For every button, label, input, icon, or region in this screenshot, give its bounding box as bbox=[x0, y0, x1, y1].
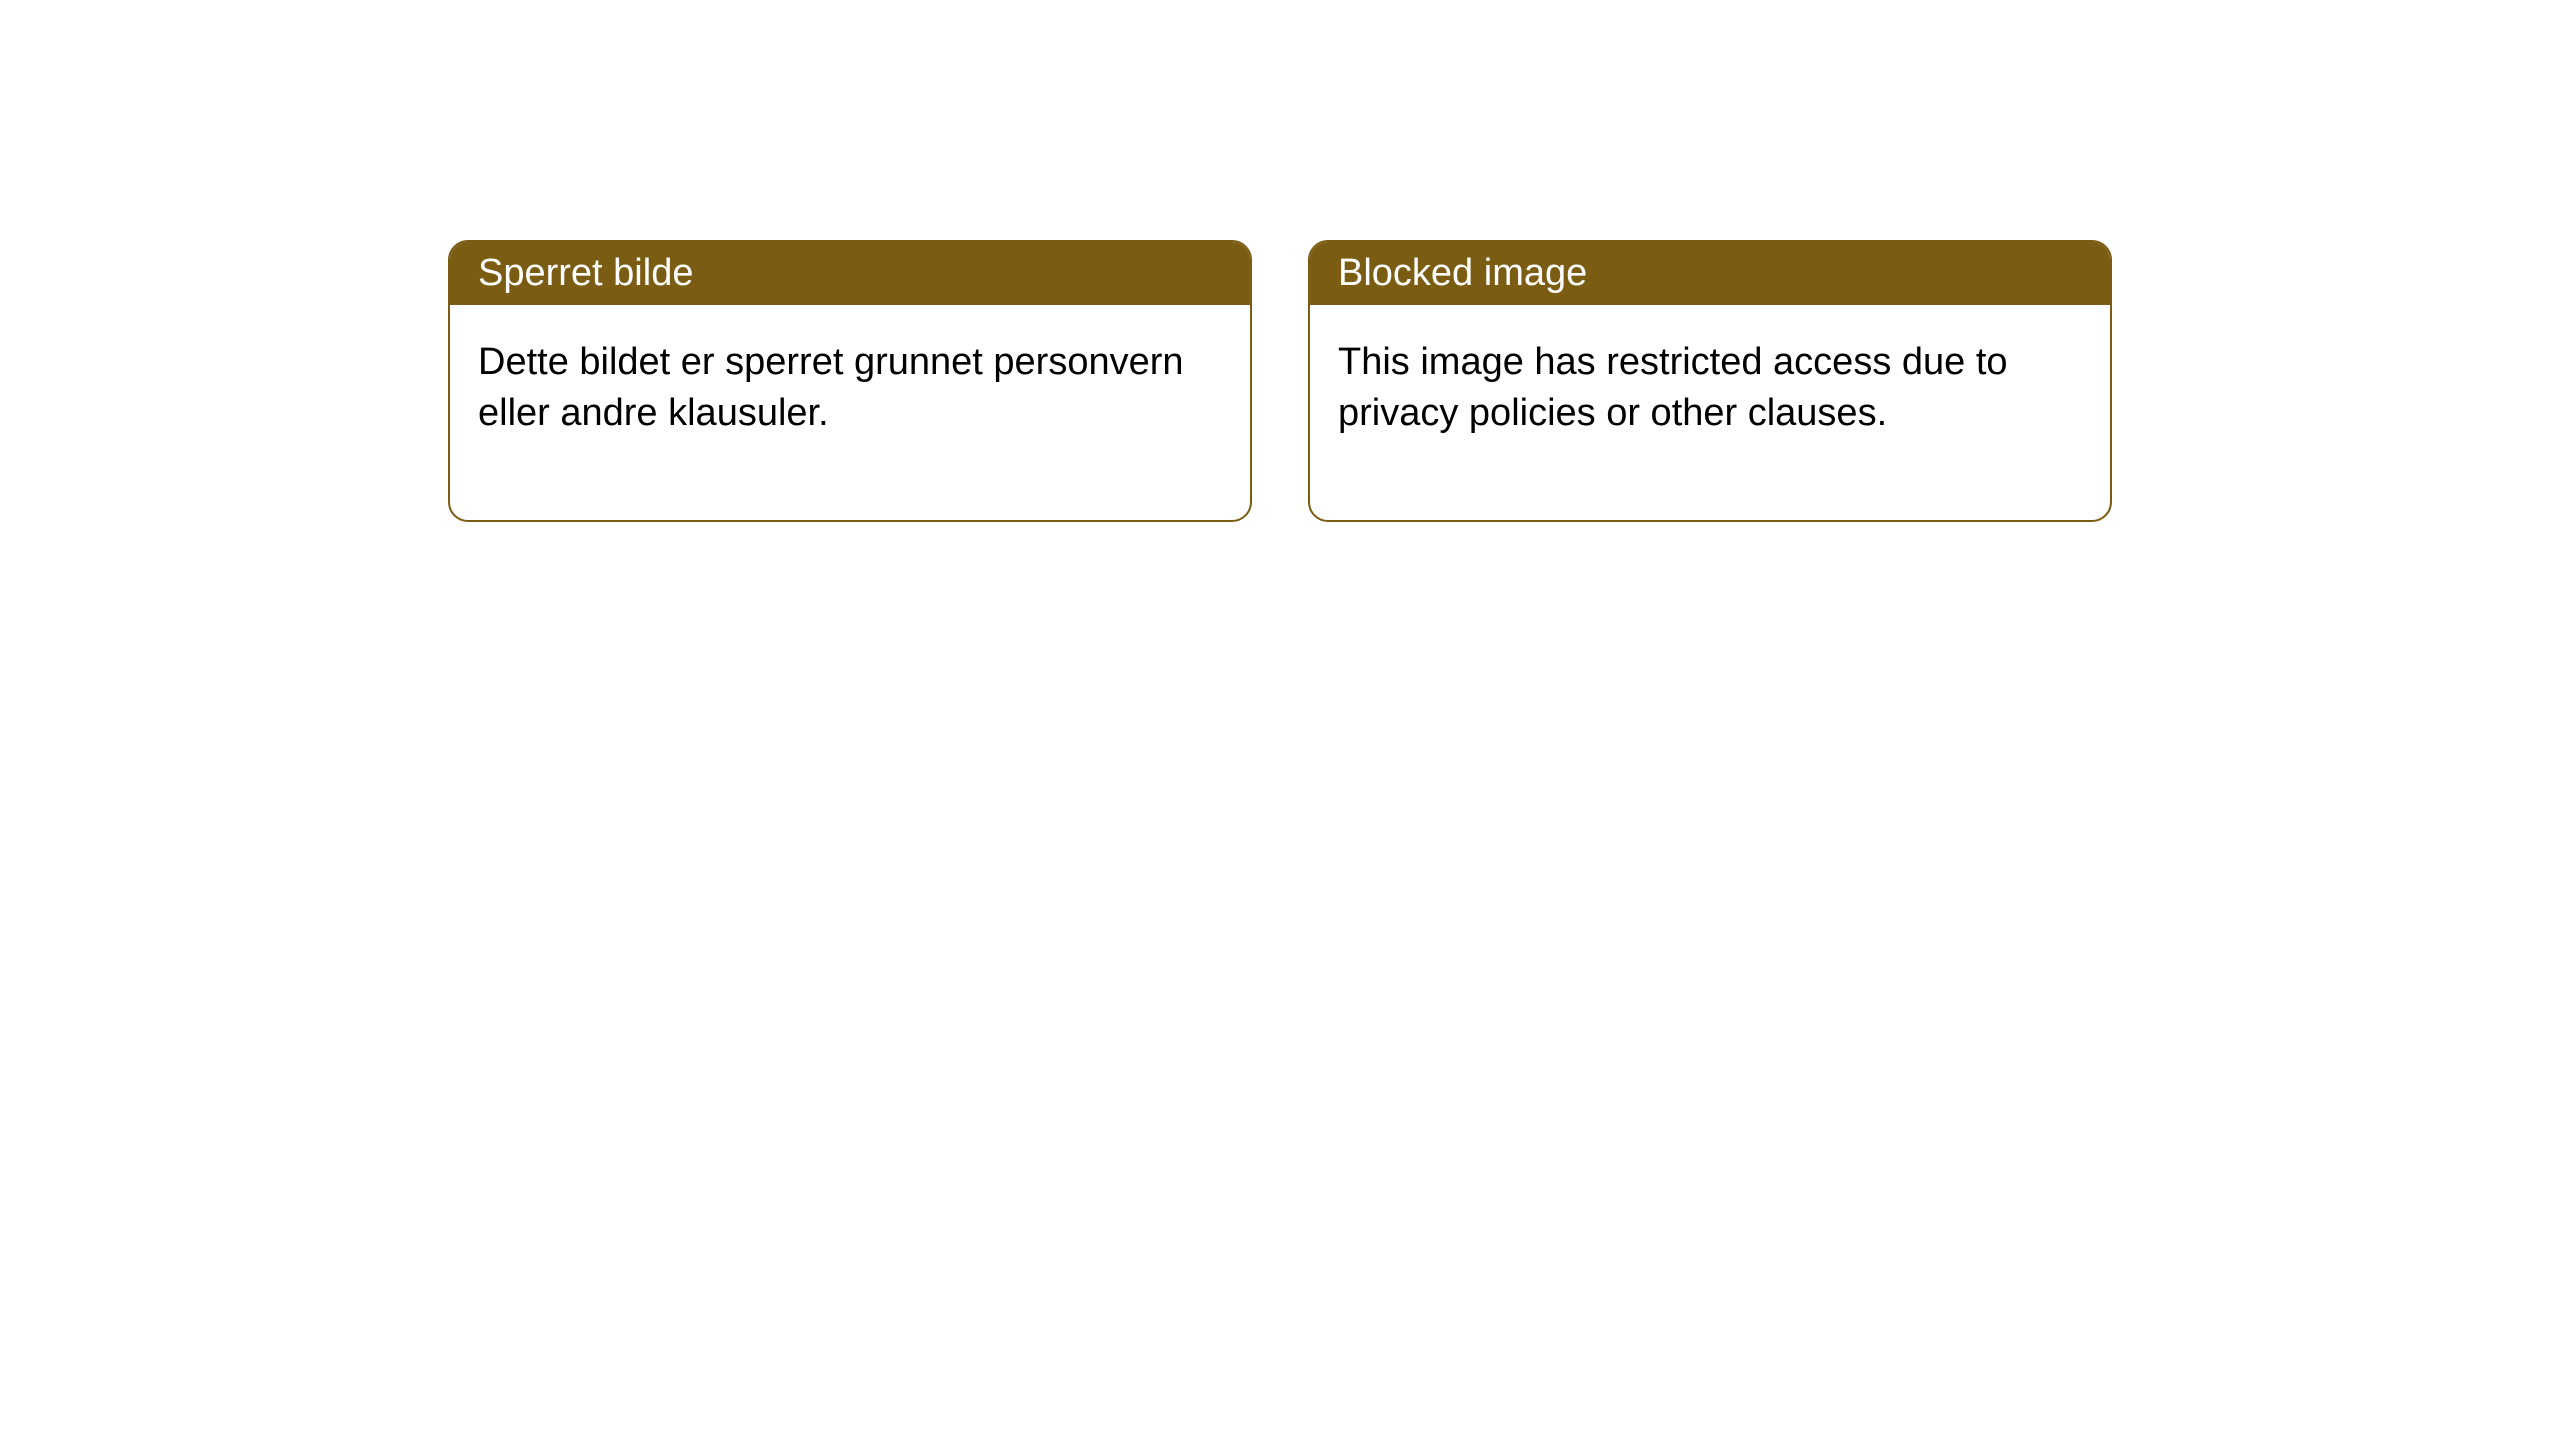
notice-container: Sperret bilde Dette bildet er sperret gr… bbox=[0, 0, 2560, 522]
notice-body-english: This image has restricted access due to … bbox=[1310, 305, 2110, 520]
notice-title-norwegian: Sperret bilde bbox=[450, 242, 1250, 305]
notice-card-norwegian: Sperret bilde Dette bildet er sperret gr… bbox=[448, 240, 1252, 522]
notice-title-english: Blocked image bbox=[1310, 242, 2110, 305]
notice-card-english: Blocked image This image has restricted … bbox=[1308, 240, 2112, 522]
notice-body-norwegian: Dette bildet er sperret grunnet personve… bbox=[450, 305, 1250, 520]
